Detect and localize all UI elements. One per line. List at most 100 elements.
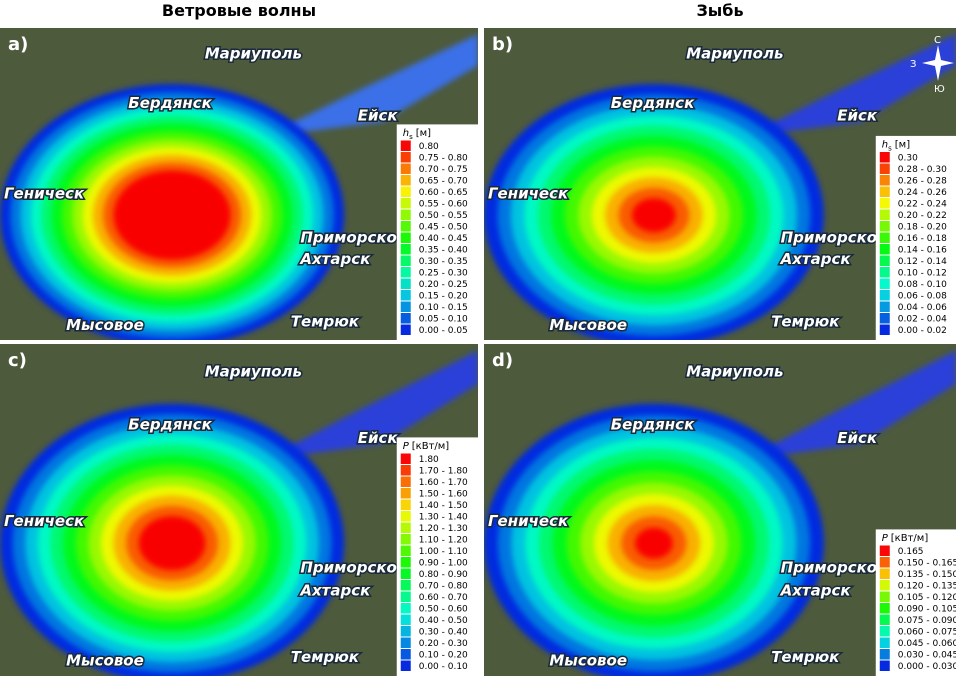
legend-swatch [400,198,411,209]
legend-swatch [400,603,411,614]
legend-label: 0.030 - 0.045 [898,651,956,661]
legend-swatch [400,186,411,197]
legend-swatch [879,278,890,289]
legend-swatch [400,614,411,625]
legend-label: 1.60 - 1.70 [419,478,468,488]
panel-label: c) [8,350,27,371]
legend-swatch [400,476,411,487]
legend-label: 0.70 - 0.80 [419,582,468,592]
place-name: Мариуполь [686,363,783,381]
place-name: Геническ [4,185,85,203]
legend-swatch [400,152,411,163]
legend-label: 0.30 - 0.40 [419,628,468,638]
legend-label: 0.35 - 0.40 [419,246,468,256]
wave-zone [113,170,231,260]
place-name: Приморско- [781,558,884,576]
legend-swatch [400,580,411,591]
legend-swatch [879,313,890,324]
legend-swatch [400,626,411,637]
legend-title: hs [м] [882,139,910,152]
legend-label: 0.80 [419,142,439,152]
place-name: Темрюк [771,313,840,331]
legend-swatch [879,290,890,301]
legend-label: 0.00 - 0.10 [419,662,468,672]
legend-swatch [879,324,890,335]
column-title: Ветровые волны [162,1,316,20]
legend-swatch [879,232,890,243]
place-name: Ейск [837,107,878,125]
map-panel: b) Мариуполь Бердянск Ейск Геническ Приморско… [484,28,956,340]
place-name: Ахтарск [299,582,371,600]
map: d) Мариуполь Бердянск Ейск Геническ Приморско… [484,344,956,676]
legend-swatch [400,175,411,186]
place-name: Бердянск [611,416,695,434]
legend-label: 1.30 - 1.40 [419,513,468,523]
legend-swatch [879,209,890,220]
panel-label: b) [492,34,513,55]
place-name: Темрюк [291,313,360,331]
legend-label: 0.04 - 0.06 [898,303,947,313]
panel-label: d) [492,350,513,371]
legend-label: 0.120 - 0.135 [898,582,956,592]
legend-swatch [400,534,411,545]
legend-label: 1.10 - 1.20 [419,536,468,546]
map-panel: c) Мариуполь Бердянск Ейск Геническ Приморско… [0,344,478,676]
legend-label: 0.08 - 0.10 [898,280,947,290]
legend-label: 0.40 - 0.50 [419,616,468,626]
legend-label: 0.02 - 0.04 [898,315,947,325]
legend-swatch [400,290,411,301]
legend-title-unit: [кВт/м] [891,533,929,544]
legend-swatch [400,557,411,568]
legend-label: 0.60 - 0.70 [419,593,468,603]
place-name: Бердянск [128,416,212,434]
legend-label: 0.10 - 0.20 [419,651,468,661]
legend-swatch [879,198,890,209]
legend-swatch [400,522,411,533]
legend-title: hs [м] [403,128,431,141]
legend-title-var: h [403,128,409,139]
legend-title-unit: [м] [416,128,431,139]
legend-label: 0.80 - 0.90 [419,570,468,580]
legend-label: 0.000 - 0.030 [898,662,956,672]
legend-label: 0.28 - 0.30 [898,165,947,175]
place-name: Мысовое [66,316,144,334]
place-name: Мысовое [549,651,627,669]
place-name: Ахтарск [299,250,371,268]
legend-swatch [400,488,411,499]
legend-label: 1.00 - 1.10 [419,547,468,557]
legend-label: 0.105 - 0.120 [898,593,956,603]
legend-swatch [879,244,890,255]
place-name: Мариуполь [686,44,783,62]
legend-swatch [879,626,890,637]
legend-swatch [879,614,890,625]
legend-swatch [879,568,890,579]
wave-zone [631,198,676,233]
legend-label: 0.060 - 0.075 [898,628,956,638]
legend-label: 0.30 [898,154,918,164]
legend-swatch [400,313,411,324]
legend-swatch [879,255,890,266]
place-name: Приморско- [300,558,403,576]
legend-swatch [400,324,411,335]
place-name: Геническ [488,185,569,203]
legend-swatch [879,267,890,278]
legend-title-unit: [м] [895,139,910,150]
legend-label: 0.55 - 0.60 [419,200,468,210]
place-name: Приморско- [300,228,403,246]
place-name: Ейск [837,429,878,447]
legend-label: 0.15 - 0.20 [419,292,468,302]
legend-label: 0.05 - 0.10 [419,315,468,325]
legend-swatch [400,232,411,243]
place-name: Бердянск [611,94,695,112]
place-name: Ейск [358,429,399,447]
place-name: Мысовое [549,316,627,334]
legend-label: 1.50 - 1.60 [419,490,468,500]
legend-label: 0.60 - 0.65 [419,188,468,198]
compass [922,45,954,81]
legend-label: 0.12 - 0.14 [898,257,947,267]
legend-swatch [879,152,890,163]
legend-swatch [400,278,411,289]
legend-label: 0.14 - 0.16 [898,246,947,256]
map-panel: a) Мариуполь Бердянск Ейск Геническ Приморско… [0,28,478,340]
place-name: Ейск [358,107,399,125]
